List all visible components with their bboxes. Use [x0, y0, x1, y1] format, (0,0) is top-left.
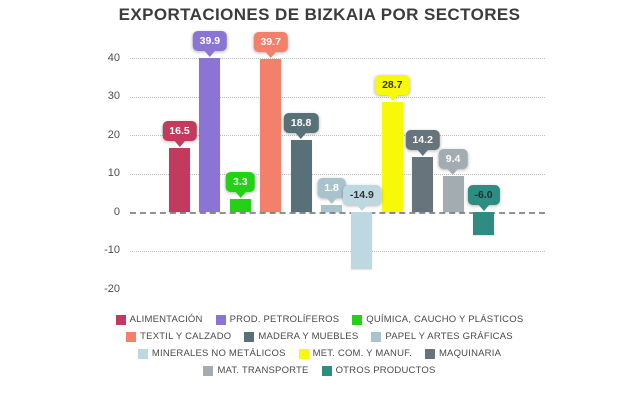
callout-pointer	[386, 93, 399, 101]
legend-row: TEXTIL Y CALZADO MADERA Y MUEBLES PAPEL Y …	[0, 328, 639, 345]
callout-pointer	[477, 204, 490, 211]
bar-value-label: 39.9	[199, 35, 221, 48]
chart-title: EXPORTACIONES DE BIZKAIA POR SECTORES	[118, 5, 521, 24]
bar-value-callout: -14.9	[342, 185, 381, 211]
y-axis-tick-label: 10	[107, 167, 120, 179]
legend-swatch	[115, 314, 126, 325]
bar	[169, 148, 190, 212]
legend-item: MAT. TRANSPORTE	[203, 365, 308, 376]
legend-item: PAPEL Y ARTES GRÁFICAS	[371, 331, 513, 342]
callout-pointer	[447, 167, 460, 175]
legend-item: MET. COM. Y MANUF.	[298, 348, 412, 359]
callout-pointer	[203, 50, 216, 58]
bar-value-label: 16.5	[169, 125, 190, 138]
legend-swatch	[244, 331, 255, 342]
bar	[199, 58, 221, 212]
bar	[412, 157, 434, 212]
bar-value-callout: 1.8	[317, 178, 346, 205]
bar-value-label: 3.3	[232, 176, 248, 189]
bar-value-label: 14.2	[412, 134, 433, 147]
callout-pointer	[295, 131, 308, 139]
bar-value-label: 39.7	[260, 36, 281, 49]
y-axis-tick-label: 20	[107, 128, 120, 141]
legend-label: ALIMENTACIÓN	[129, 314, 203, 325]
legend-label: MADERA Y MUEBLES	[258, 331, 359, 342]
callout-pointer	[264, 51, 277, 59]
bar-value-label: -6.0	[474, 189, 493, 201]
legend-item: PROD. PETROLÍFEROS	[215, 314, 340, 325]
plot-area: 40 30 20 10 0 -10 -20 16.5 39.9 3.3 39.7 18.8 1.8 -14…	[104, 31, 545, 295]
legend-item: OTROS PRODUCTOS	[321, 365, 436, 376]
y-axis-tick-label: 30	[107, 90, 120, 102]
bar-value-callout: 28.7	[375, 74, 410, 101]
legend-label: PROD. PETROLÍFEROS	[229, 314, 340, 325]
legend-swatch	[137, 348, 148, 359]
legend-label: OTROS PRODUCTOS	[335, 365, 436, 376]
bar-value-label: 28.7	[382, 78, 403, 91]
callout-pointer	[325, 197, 338, 205]
bar	[290, 139, 312, 212]
callout-pointer	[173, 140, 186, 148]
legend-item: QUÍMICA, CAUCHO Y PLÁSTICOS	[352, 314, 523, 325]
legend-item: MADERA Y MUEBLES	[244, 331, 358, 342]
zero-gridline	[130, 212, 545, 214]
legend-item: MINERALES NO METÁLICOS	[137, 348, 286, 359]
legend-swatch	[203, 365, 214, 376]
legend-item: TEXTIL Y CALZADO	[126, 331, 231, 342]
bar-value-callout: -6.0	[467, 185, 500, 211]
y-axis-tick-label: -20	[104, 282, 120, 295]
legend-item: ALIMENTACIÓN	[115, 314, 203, 325]
bar-value-callout: 18.8	[283, 112, 319, 139]
callout-pointer	[355, 204, 368, 211]
bar	[351, 212, 373, 270]
legend: ALIMENTACIÓN PROD. PETROLÍFEROS QUÍMICA, C…	[0, 311, 639, 379]
gridline	[130, 135, 545, 136]
bar-value-label: 1.8	[324, 182, 339, 195]
legend-label: TEXTIL Y CALZADO	[140, 331, 232, 342]
bar-value-callout: 9.4	[438, 148, 468, 175]
legend-swatch	[371, 331, 382, 342]
legend-swatch	[321, 365, 332, 376]
legend-swatch	[215, 314, 226, 325]
legend-swatch	[298, 348, 309, 359]
bar-value-label: -14.9	[349, 189, 374, 201]
bar-value-callout: 39.7	[253, 32, 288, 59]
legend-row: MINERALES NO METÁLICOS MET. COM. Y MANUF.…	[0, 345, 639, 362]
legend-swatch	[352, 314, 363, 325]
gridline	[130, 96, 545, 98]
bar-value-callout: 3.3	[225, 172, 255, 199]
y-axis-tick-label: 0	[113, 205, 120, 218]
legend-label: MINERALES NO METÁLICOS	[151, 348, 286, 359]
bar-value-callout: 14.2	[405, 130, 440, 157]
gridline	[130, 58, 545, 59]
gridline	[130, 250, 545, 252]
bar	[381, 101, 403, 212]
bar	[321, 205, 342, 212]
callout-pointer	[234, 191, 247, 199]
legend-label: QUÍMICA, CAUCHO Y PLÁSTICOS	[366, 314, 524, 325]
legend-label: MAT. TRANSPORTE	[217, 365, 309, 376]
y-axis-tick-label: -10	[104, 244, 120, 256]
legend-row: ALIMENTACIÓN PROD. PETROLÍFEROS QUÍMICA, C…	[0, 311, 639, 328]
bar-value-label: 18.8	[290, 116, 312, 129]
bar-value-callout: 39.9	[192, 31, 228, 58]
bar	[229, 199, 251, 212]
bar-value-label: 9.4	[445, 152, 461, 165]
legend-label: MAQUINARIA	[438, 348, 502, 359]
bar	[442, 175, 464, 212]
legend-swatch	[424, 348, 435, 359]
legend-row: MAT. TRANSPORTE OTROS PRODUCTOS	[0, 362, 639, 379]
legend-swatch	[126, 331, 137, 342]
gridline	[130, 173, 545, 175]
bar	[260, 59, 282, 212]
legend-label: PAPEL Y ARTES GRÁFICAS	[385, 331, 513, 342]
callout-pointer	[416, 149, 429, 157]
bar-value-callout: 16.5	[162, 121, 197, 148]
y-axis-tick-label: 40	[107, 51, 120, 64]
bar	[473, 212, 494, 236]
legend-label: MET. COM. Y MANUF.	[312, 348, 412, 359]
legend-item: MAQUINARIA	[424, 348, 502, 359]
